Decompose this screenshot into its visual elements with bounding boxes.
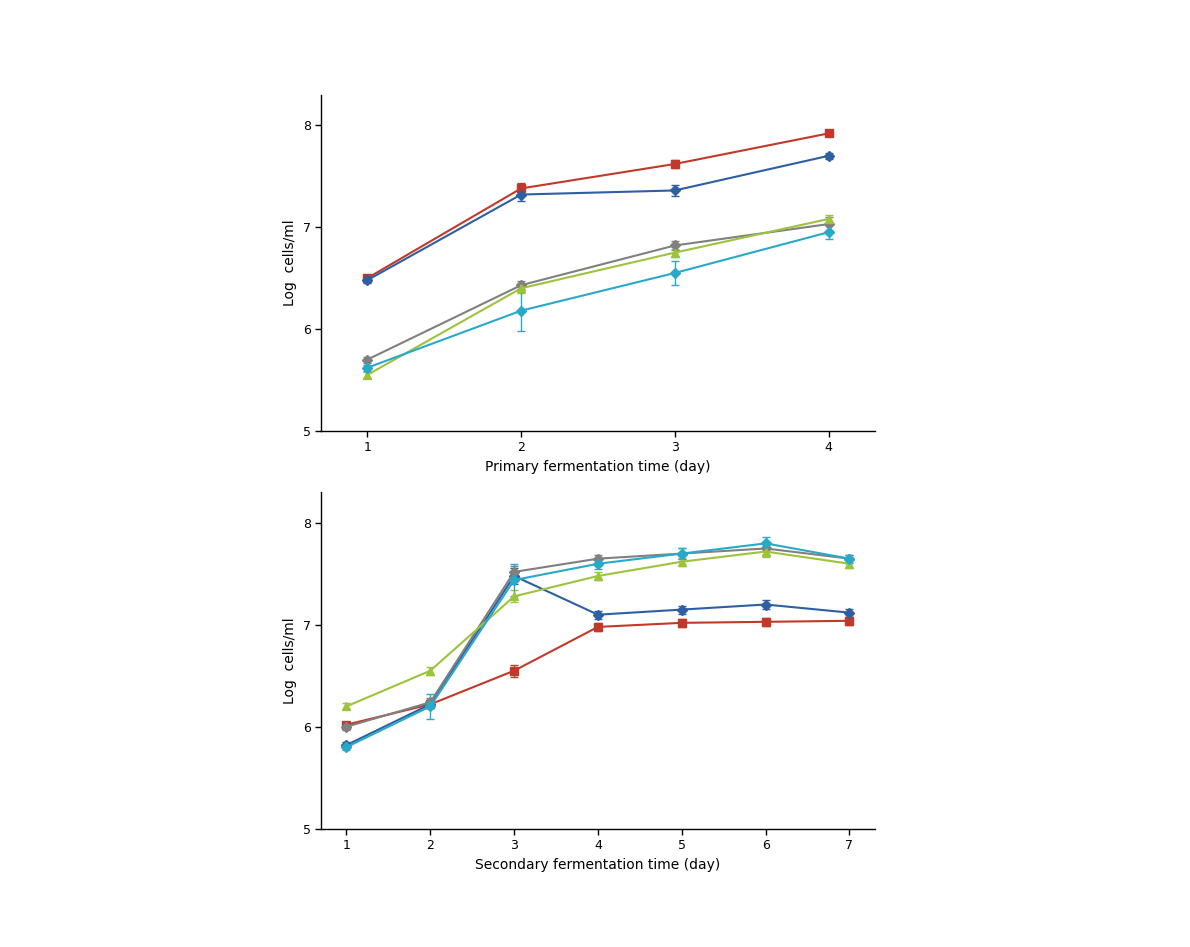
Y-axis label: Log  cells/ml: Log cells/ml	[283, 220, 298, 306]
X-axis label: Primary fermentation time (day): Primary fermentation time (day)	[486, 460, 710, 474]
X-axis label: Secondary fermentation time (day): Secondary fermentation time (day)	[475, 858, 721, 871]
Y-axis label: Log  cells/ml: Log cells/ml	[283, 617, 298, 704]
